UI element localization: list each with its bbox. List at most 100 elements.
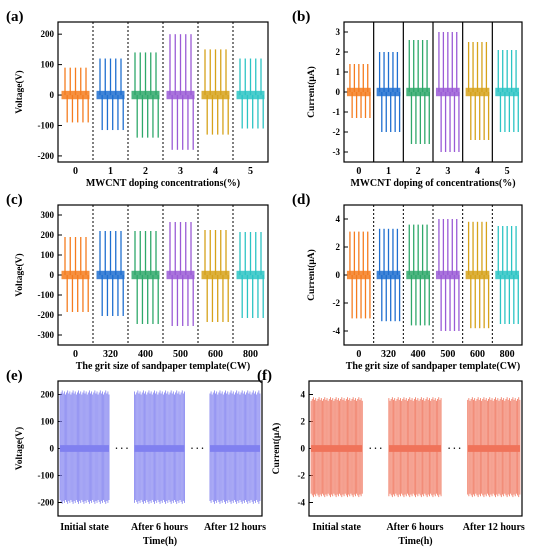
signal-group-800 bbox=[495, 226, 520, 324]
y-tick-label: -2 bbox=[333, 298, 341, 308]
y-tick-label: -3 bbox=[333, 147, 341, 157]
y-tick-label: -200 bbox=[38, 498, 55, 508]
time-gap-ellipsis: · · · bbox=[369, 444, 383, 454]
y-tick-label: 0 bbox=[50, 270, 55, 280]
panel-a: (a) -200 -100 0 100 200 Voltage(V) MWCNT doping… bbox=[6, 9, 269, 189]
x-tick-label: 3 bbox=[445, 166, 450, 177]
signal-block-2 bbox=[209, 390, 261, 504]
x-tick-label: 400 bbox=[411, 349, 426, 360]
y-tick-label: 0 bbox=[336, 270, 341, 280]
panel-f: (f) -4 -2 0 2 4 Current(μA) Time(h) Initial stat… bbox=[257, 368, 525, 547]
y-tick-label: -100 bbox=[38, 120, 55, 130]
signal-group-1 bbox=[96, 58, 125, 131]
panel-label-e: (e) bbox=[6, 368, 23, 384]
y-tick-label: 200 bbox=[41, 29, 55, 39]
x-tick-label: 0 bbox=[356, 166, 361, 177]
y-tick-label: -200 bbox=[38, 151, 55, 161]
signal-block-1 bbox=[134, 390, 185, 504]
y-tick-label: 100 bbox=[41, 417, 55, 427]
signal-group-600 bbox=[201, 230, 230, 322]
y-tick-label: 0 bbox=[50, 444, 55, 454]
time-gap-ellipsis: · · · bbox=[115, 444, 129, 454]
x-axis-label: MWCNT doping of concentrations(%) bbox=[350, 178, 515, 189]
plot-frame bbox=[343, 204, 523, 346]
signal-group-500 bbox=[435, 219, 460, 331]
x-tick-label: 4 bbox=[213, 166, 218, 177]
panel-label-c: (c) bbox=[6, 192, 23, 208]
signal-block-1 bbox=[388, 397, 442, 498]
signal-group-2 bbox=[406, 40, 431, 144]
signal-group-4 bbox=[201, 49, 230, 135]
signal-group-5 bbox=[495, 50, 520, 132]
plot-frame bbox=[57, 21, 269, 163]
x-axis-label: The grit size of sandpaper template(CW) bbox=[76, 361, 251, 372]
x-tick-label: 2 bbox=[416, 166, 421, 177]
y-tick-label: 200 bbox=[41, 390, 55, 400]
x-tick-label: 0 bbox=[73, 349, 78, 360]
signal-group-400 bbox=[406, 224, 431, 326]
panel-d: (d) -4 -2 0 2 4 Current(μA) The grit size of sa… bbox=[292, 192, 523, 372]
baseline-signal bbox=[134, 445, 185, 452]
y-tick-label: 2 bbox=[336, 47, 341, 57]
y-tick-label: -200 bbox=[38, 310, 55, 320]
x-tick-label: 320 bbox=[103, 349, 118, 360]
x-tick-label: 600 bbox=[208, 349, 223, 360]
x-tick-label: 4 bbox=[475, 166, 480, 177]
signal-group-320 bbox=[96, 231, 125, 316]
panel-b: (b) -3 -2 -1 0 1 2 3 Current(μA) MWCNT doping of … bbox=[292, 9, 523, 189]
baseline-signal bbox=[311, 445, 363, 452]
plot-frame bbox=[57, 204, 269, 346]
x-tick-label: 1 bbox=[108, 166, 113, 177]
baseline-signal bbox=[60, 445, 109, 452]
plot-frame bbox=[57, 380, 263, 517]
baseline-signal bbox=[388, 445, 442, 452]
signal-group-2 bbox=[131, 52, 160, 138]
x-tick-label: 2 bbox=[143, 166, 148, 177]
plot-frame bbox=[308, 380, 523, 517]
x-tick-label: After 12 hours bbox=[463, 522, 525, 533]
y-tick-label: -4 bbox=[333, 326, 341, 336]
y-tick-label: 2 bbox=[336, 242, 341, 252]
x-tick-label: Initial state bbox=[60, 522, 109, 533]
x-tick-label: Initial state bbox=[312, 522, 361, 533]
panel-label-a: (a) bbox=[6, 9, 24, 25]
signal-group-400 bbox=[131, 231, 160, 324]
y-axis-label: Voltage(V) bbox=[14, 70, 25, 113]
y-tick-label: 0 bbox=[301, 444, 306, 454]
y-tick-label: 100 bbox=[41, 250, 55, 260]
y-tick-label: 0 bbox=[336, 87, 341, 97]
y-tick-label: -100 bbox=[38, 290, 55, 300]
plot-frame bbox=[343, 21, 523, 163]
x-tick-label: 800 bbox=[500, 349, 515, 360]
y-tick-label: 4 bbox=[301, 390, 306, 400]
signal-group-3 bbox=[166, 34, 195, 150]
signal-group-800 bbox=[236, 232, 265, 318]
x-axis-label: The grit size of sandpaper template(CW) bbox=[346, 361, 521, 372]
y-tick-label: -2 bbox=[333, 127, 341, 137]
y-axis-label: Voltage(V) bbox=[14, 253, 25, 296]
y-tick-label: 100 bbox=[41, 60, 55, 70]
y-axis-label: Current(μA) bbox=[306, 66, 317, 118]
time-gap-ellipsis: · · · bbox=[448, 444, 462, 454]
x-tick-label: 500 bbox=[173, 349, 188, 360]
signal-group-0 bbox=[61, 67, 90, 123]
panel-c: (c) -300 -200 -100 0 100 200 300 Voltage(V) The g… bbox=[6, 192, 269, 372]
panel-label-b: (b) bbox=[292, 9, 310, 25]
panel-label-f: (f) bbox=[257, 368, 272, 384]
baseline-signal bbox=[209, 445, 260, 452]
y-axis-label: Current(μA) bbox=[271, 423, 282, 475]
signal-group-600 bbox=[465, 221, 490, 329]
signal-group-3 bbox=[435, 32, 460, 152]
x-tick-label: 0 bbox=[356, 349, 361, 360]
signal-block-2 bbox=[467, 397, 521, 498]
y-tick-label: 0 bbox=[50, 90, 55, 100]
x-tick-label: 600 bbox=[470, 349, 485, 360]
x-axis-label: Time(h) bbox=[143, 536, 177, 547]
x-tick-label: After 12 hours bbox=[204, 522, 266, 533]
signal-group-0 bbox=[346, 231, 371, 319]
x-axis-label: MWCNT doping concentrations(%) bbox=[86, 178, 240, 189]
signal-group-320 bbox=[376, 228, 401, 322]
x-tick-label: 320 bbox=[381, 349, 396, 360]
signal-group-1 bbox=[376, 52, 401, 132]
